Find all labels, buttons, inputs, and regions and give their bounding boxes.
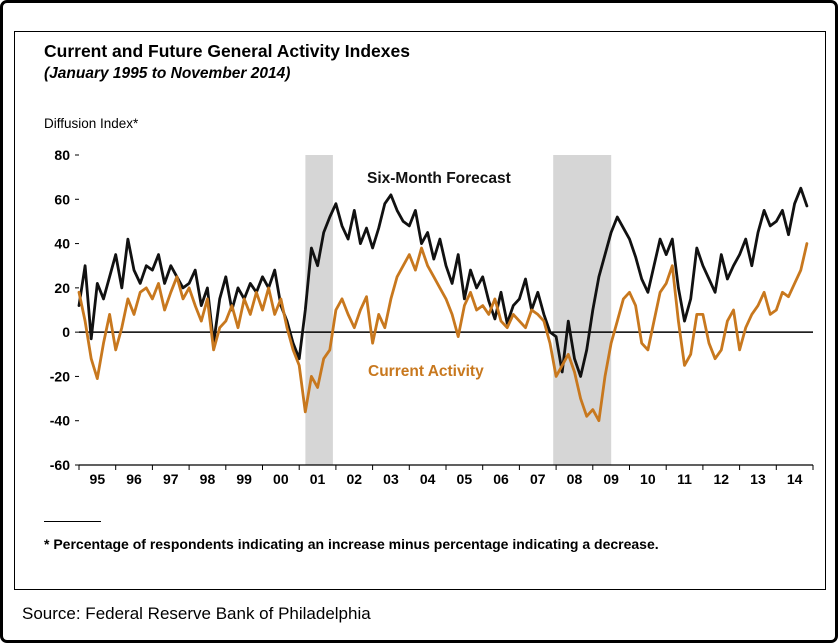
x-tick-label: 08: [567, 471, 583, 487]
x-tick-label: 04: [420, 471, 436, 487]
y-tick-label: -60: [50, 457, 70, 473]
x-tick-label: 02: [346, 471, 362, 487]
x-tick-label: 00: [273, 471, 289, 487]
y-tick-label: 80: [54, 147, 70, 163]
chart-subtitle: (January 1995 to November 2014): [44, 65, 291, 82]
y-tick-label: 40: [54, 236, 70, 252]
y-tick-label: 0: [62, 324, 70, 340]
x-tick-label: 99: [236, 471, 252, 487]
x-tick-label: 03: [383, 471, 399, 487]
x-tick-label: 14: [787, 471, 803, 487]
recession-band: [305, 155, 333, 465]
y-tick-label: -40: [50, 413, 70, 429]
series-label-current-activity: Current Activity: [368, 363, 484, 380]
chart-title: Current and Future General Activity Inde…: [44, 41, 410, 61]
y-tick-label: 60: [54, 191, 70, 207]
x-tick-label: 95: [90, 471, 106, 487]
y-tick-label: 20: [54, 280, 70, 296]
source-caption: Source: Federal Reserve Bank of Philadel…: [22, 604, 371, 623]
x-tick-label: 07: [530, 471, 546, 487]
activity-chart-svg: 80 60 40 20 0 -20 -40 -60 95 96 97 98 99 00 01 02 03 04 05…: [50, 147, 814, 487]
x-tick-label: 05: [457, 471, 473, 487]
chart-footnote: * Percentage of respondents indicating a…: [44, 536, 659, 552]
recession-band: [553, 155, 612, 465]
x-tick-label: 11: [677, 471, 692, 487]
y-tick-label: -20: [50, 368, 70, 384]
x-tick-label: 10: [640, 471, 656, 487]
x-tick-label: 97: [163, 471, 179, 487]
footnote-separator: [44, 521, 101, 522]
x-tick-label: 13: [750, 471, 766, 487]
x-tick-label: 06: [493, 471, 509, 487]
series-label-six-month-forecast: Six-Month Forecast: [367, 170, 511, 187]
x-tick-label: 96: [126, 471, 142, 487]
series-line-current-activity: [77, 242, 809, 423]
series-line-six-month-forecast: [77, 186, 809, 378]
x-tick-label: 98: [200, 471, 216, 487]
x-tick-label: 12: [713, 471, 729, 487]
x-tick-label: 09: [603, 471, 619, 487]
chart-panel: Current and Future General Activity Inde…: [14, 31, 826, 590]
x-tick-label: 01: [310, 471, 326, 487]
y-axis-unit-label: Diffusion Index*: [44, 116, 139, 131]
